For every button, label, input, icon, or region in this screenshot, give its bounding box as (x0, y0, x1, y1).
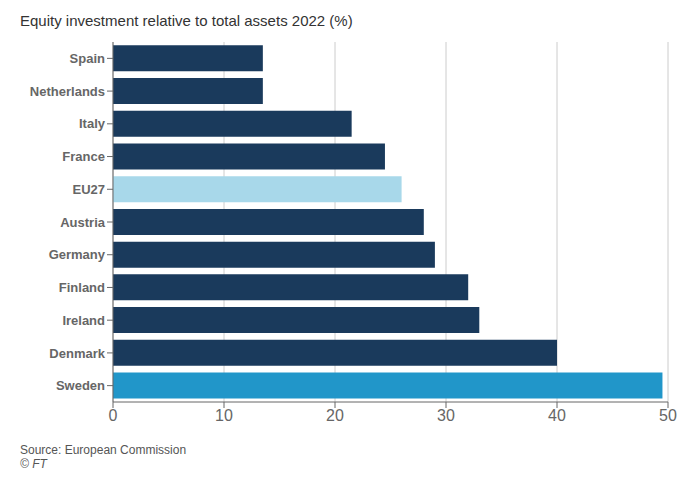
svg-text:Germany: Germany (49, 247, 106, 262)
svg-text:40: 40 (548, 407, 566, 424)
svg-text:Italy: Italy (79, 116, 106, 131)
svg-text:Austria: Austria (60, 215, 106, 230)
html-text:Equity investment relative to: Equity investment relative to total asse… (20, 12, 353, 29)
svg-text:France: France (62, 149, 105, 164)
svg-text:30: 30 (437, 407, 455, 424)
svg-text:Ireland: Ireland (62, 313, 105, 328)
html-text:© FT: © FT (20, 457, 47, 471)
html-text:Source: European Commission: Source: European Commission (20, 443, 187, 457)
svg-text:0: 0 (109, 407, 118, 424)
svg-text:EU27: EU27 (72, 182, 105, 197)
svg-text:10: 10 (215, 407, 233, 424)
svg-text:Spain: Spain (70, 51, 105, 66)
svg-text:Netherlands: Netherlands (30, 84, 105, 99)
svg-text:50: 50 (659, 407, 677, 424)
svg-text:Finland: Finland (59, 280, 105, 295)
svg-text:Sweden: Sweden (56, 378, 105, 393)
svg-text:20: 20 (326, 407, 344, 424)
svg-text:Denmark: Denmark (49, 346, 105, 361)
